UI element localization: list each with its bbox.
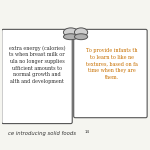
Ellipse shape [74,34,88,40]
Text: To provide infants th
to learn to like ne
textures, based on fa
time when they a: To provide infants th to learn to like n… [86,48,138,80]
FancyBboxPatch shape [2,29,72,124]
FancyBboxPatch shape [74,29,147,118]
Ellipse shape [63,34,78,40]
Text: 14: 14 [85,130,90,134]
Ellipse shape [63,28,78,37]
Ellipse shape [74,28,88,37]
Text: extra energy (calories)
ts when breast milk or
ula no longer supplies
ufficient : extra energy (calories) ts when breast m… [9,46,65,84]
Text: ce introducing solid foods: ce introducing solid foods [8,131,76,136]
